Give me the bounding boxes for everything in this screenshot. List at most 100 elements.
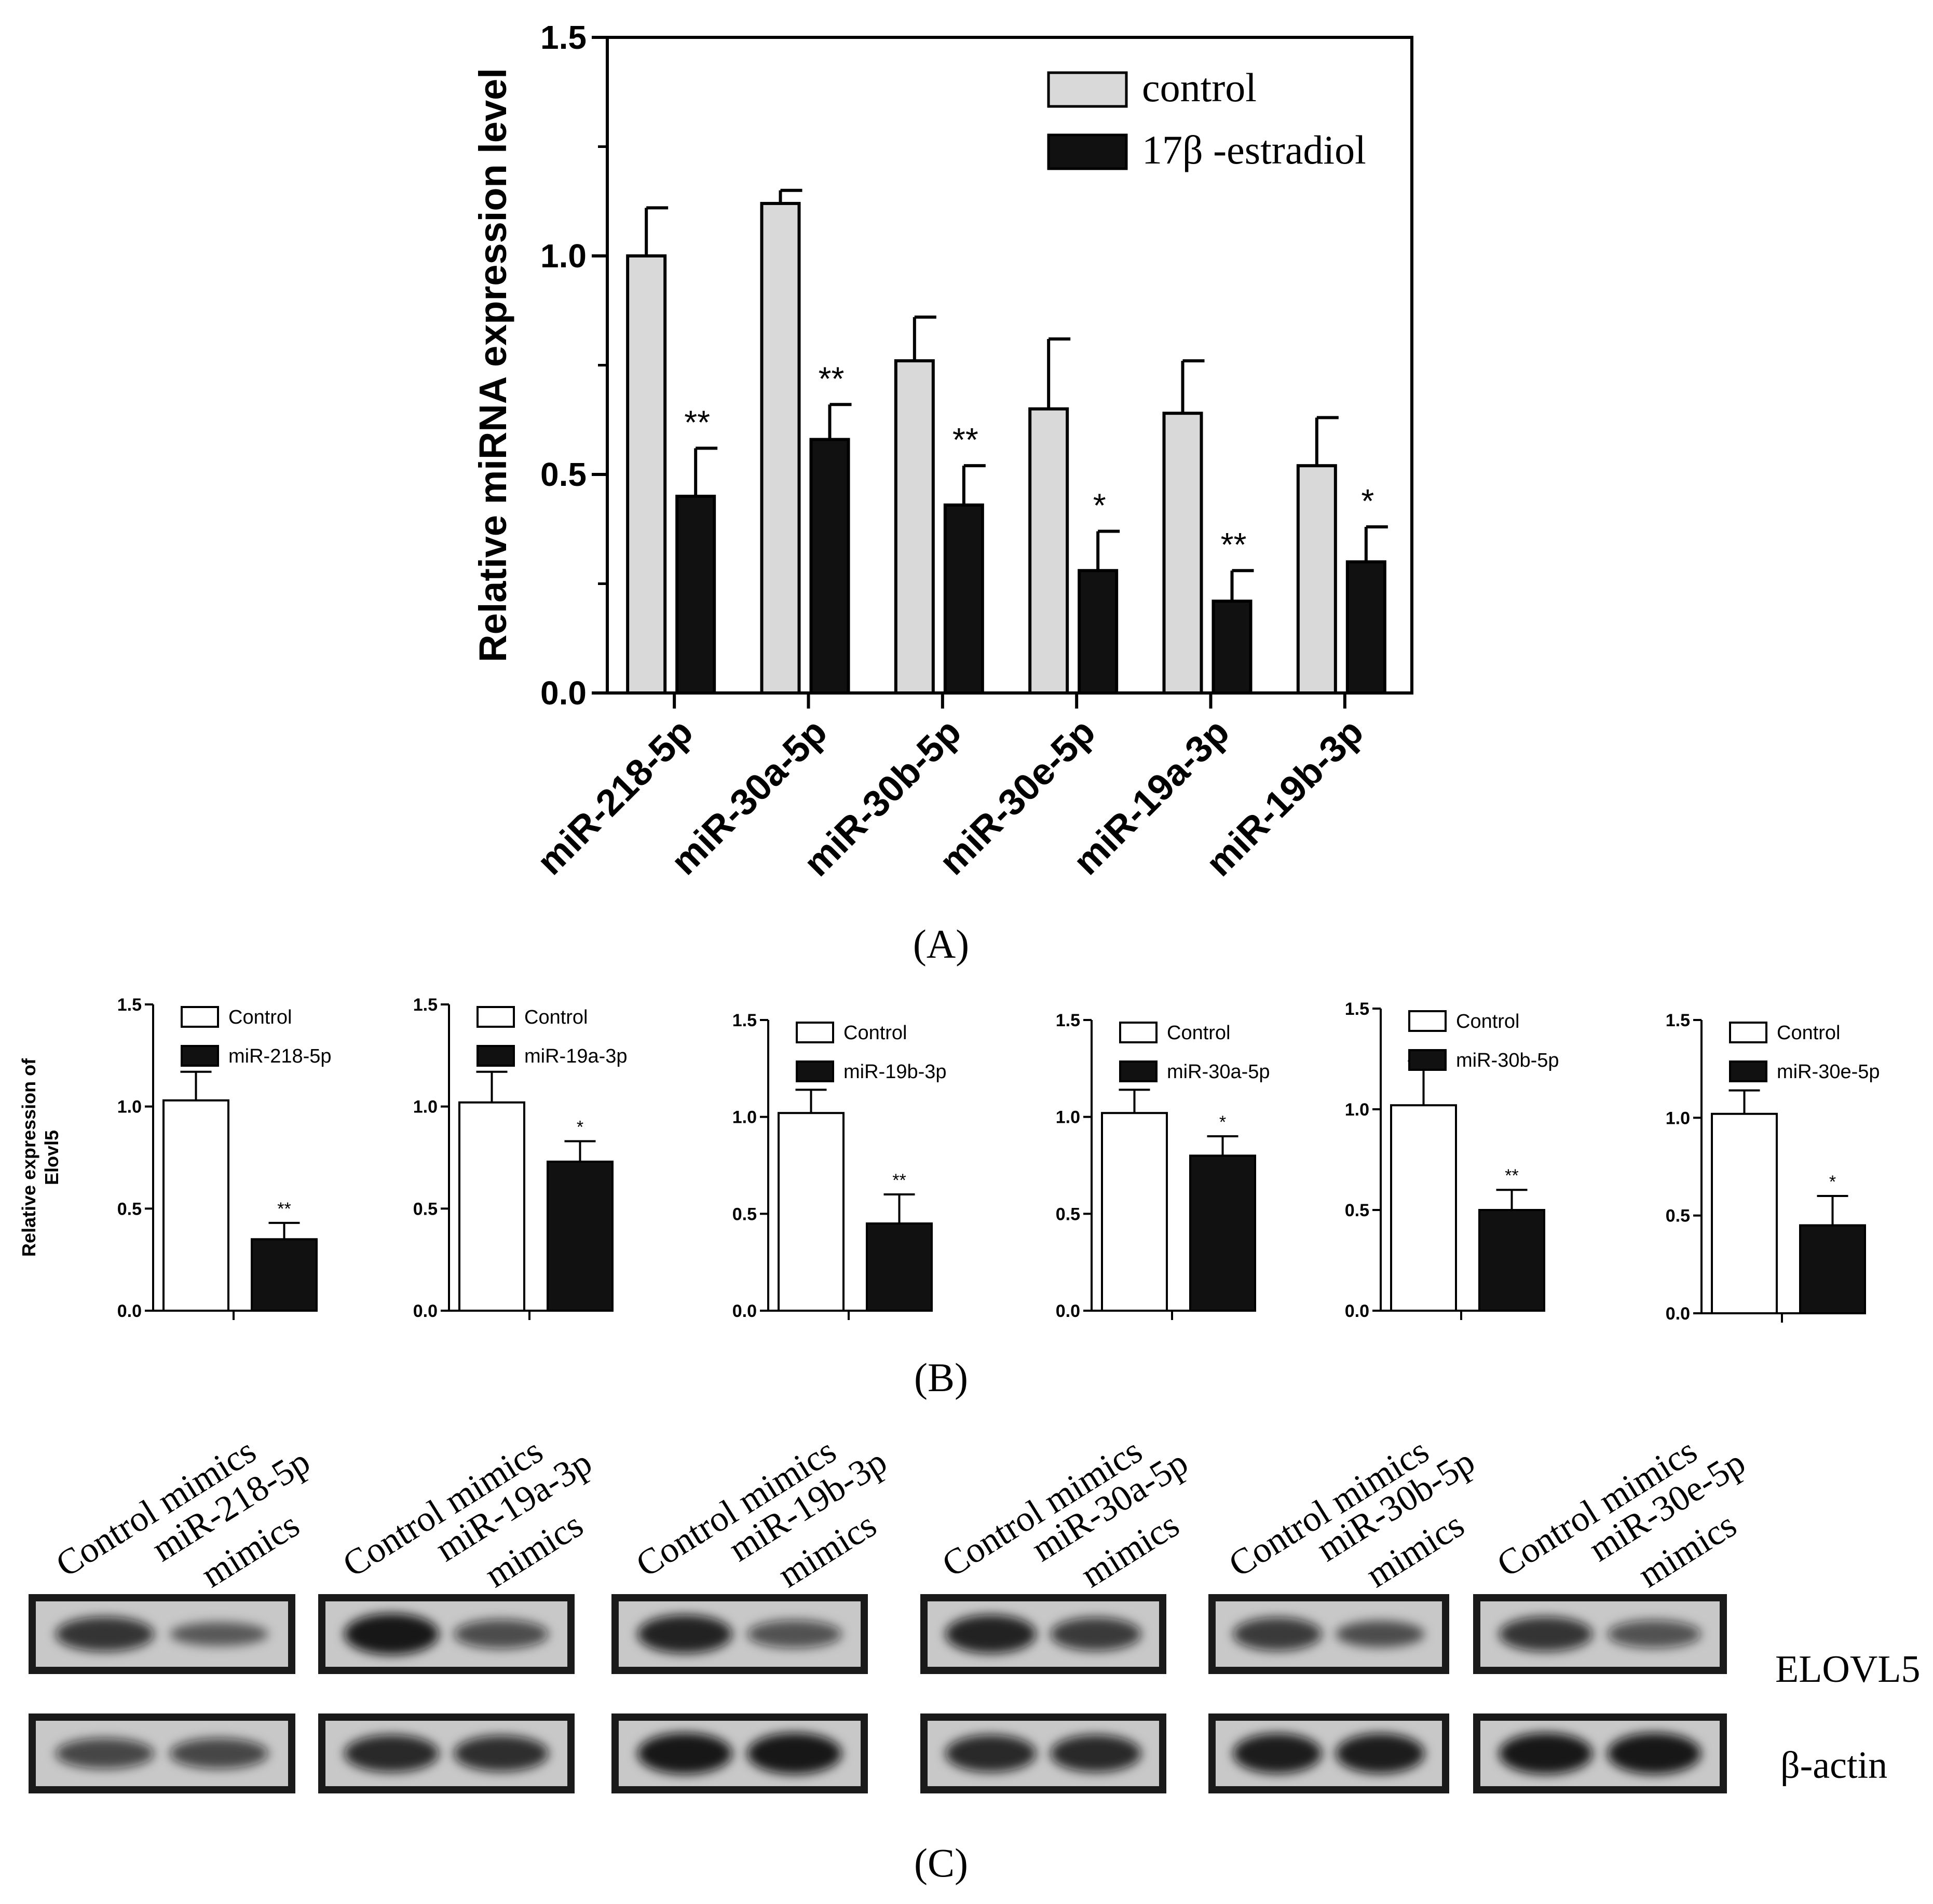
bar-control [1711, 1112, 1778, 1315]
significance-marker: * [1361, 482, 1374, 520]
band-elovl5 [1499, 1616, 1593, 1652]
band-actin [1607, 1733, 1701, 1774]
bar-mirna [251, 1238, 318, 1312]
y-tick-label: 1.5 [1666, 1011, 1690, 1030]
significance-marker: ** [952, 421, 978, 458]
legend-swatch [1119, 1060, 1158, 1082]
band-elovl5 [454, 1619, 549, 1649]
panel-label-a: (A) [913, 921, 969, 967]
band-elovl5 [56, 1616, 154, 1652]
panel-label-c: (C) [914, 1840, 968, 1885]
band-elovl5 [747, 1620, 842, 1648]
y-tick-label: 0.0 [1056, 1301, 1080, 1321]
legend-swatch [1729, 1022, 1767, 1043]
bar-control [458, 1101, 525, 1312]
significance-marker: ** [277, 1199, 291, 1219]
y-tick-label: 1.0 [732, 1108, 757, 1127]
bar-mirna [1189, 1154, 1256, 1312]
y-tick-label: 0.0 [540, 674, 587, 712]
significance-marker: ** [892, 1171, 906, 1190]
bar-mirna [866, 1222, 933, 1312]
y-axis-label-line: Relative expression of [18, 1058, 39, 1257]
y-tick-label: 1.0 [1666, 1108, 1690, 1128]
bar-treatment [1345, 560, 1386, 695]
y-tick-label: 1.5 [1345, 999, 1369, 1019]
band-actin [1233, 1733, 1322, 1774]
significance-marker: ** [819, 360, 845, 397]
panel-b-chart-3: 0.0 0.5 1.0 1.5 Control ** miR-19b-3p [732, 1011, 947, 1321]
legend-label: control [1142, 65, 1257, 110]
y-tick-label: 1.5 [117, 995, 142, 1015]
y-tick-label: 0.0 [1666, 1304, 1690, 1324]
legend-label: Control [524, 1007, 588, 1028]
legend-label: 17β -estradiol [1142, 127, 1366, 172]
row-label-elovl5: ELOVL5 [1775, 1648, 1921, 1691]
legend-swatch [1408, 1049, 1447, 1071]
legend-label: Control [1456, 1011, 1520, 1032]
bar-control [1028, 407, 1069, 695]
bar-control [894, 359, 935, 695]
significance-marker: * [1219, 1112, 1226, 1132]
significance-marker: ** [684, 403, 710, 441]
bar-control [760, 201, 801, 695]
y-tick-label: 0.5 [1345, 1201, 1369, 1220]
panel-b-chart-1: 0.0 0.5 1.0 1.5 Control ** miR-218-5p Relative … [18, 995, 332, 1321]
legend-label: miR-30b-5p [1456, 1050, 1559, 1071]
legend-label: miR-30a-5p [1167, 1061, 1270, 1083]
y-tick-label: 1.0 [1345, 1100, 1369, 1120]
band-elovl5 [637, 1614, 732, 1654]
significance-marker: * [1829, 1172, 1836, 1192]
y-tick-label: 0.5 [1666, 1206, 1690, 1226]
bar-treatment [1078, 569, 1119, 695]
y-tick-label: 0.5 [413, 1199, 438, 1219]
y-tick-label: 0.0 [732, 1301, 757, 1321]
bar-treatment [1211, 600, 1253, 695]
band-actin [344, 1734, 439, 1773]
legend-label: Control [1167, 1022, 1231, 1044]
panel-b-chart-5: 0.0 0.5 1.0 1.5 Control ** miR-30b-5p [1345, 999, 1559, 1321]
y-tick-label: 0.0 [1345, 1301, 1369, 1321]
band-elovl5 [170, 1622, 268, 1647]
band-elovl5 [1233, 1617, 1322, 1651]
panel-b-chart-2: 0.0 0.5 1.0 1.5 Control * miR-19a-3p [413, 995, 628, 1321]
legend-swatch [181, 1006, 219, 1028]
bar-mirna [1799, 1224, 1866, 1314]
panel-b-chart-6: 0.0 0.5 1.0 1.5 Control * miR-30e-5p [1666, 1011, 1880, 1324]
legend-label: miR-19a-3p [524, 1045, 628, 1067]
panel-a-chart: 0.0 0.5 1.0 1.5 Relative miRNA expression le… [471, 19, 1413, 967]
legend-swatch [796, 1060, 834, 1082]
bar-control [1296, 464, 1337, 695]
band-actin [637, 1733, 732, 1774]
y-tick-label: 0.5 [540, 456, 587, 493]
legend-label: miR-30e-5p [1777, 1061, 1880, 1083]
legend-swatch [796, 1022, 834, 1043]
bar-control [626, 254, 667, 695]
y-tick-label: 1.5 [1056, 1011, 1080, 1030]
significance-marker: ** [1505, 1166, 1518, 1186]
y-axis-label-line: Elovl5 [41, 1130, 62, 1185]
band-actin [170, 1738, 268, 1769]
band-actin [1499, 1733, 1593, 1774]
bar-control [1101, 1112, 1168, 1312]
bar-control [1162, 412, 1203, 695]
bar-mirna [1478, 1209, 1545, 1312]
band-elovl5 [1336, 1621, 1425, 1648]
legend-swatch [1047, 133, 1128, 170]
legend-swatch [1729, 1060, 1767, 1082]
bar-mirna [547, 1160, 614, 1312]
bar-treatment [675, 495, 716, 695]
band-actin [945, 1734, 1037, 1773]
bar-control [1390, 1104, 1457, 1312]
bar-treatment [809, 438, 850, 695]
y-tick-label: 1.5 [413, 995, 438, 1015]
band-elovl5 [1607, 1620, 1701, 1648]
band-elovl5 [1050, 1617, 1141, 1651]
panel-b-chart-4: 0.0 0.5 1.0 1.5 Control * miR-30a-5p [1056, 1011, 1270, 1321]
row-label-beta-actin: β-actin [1780, 1744, 1887, 1787]
band-actin [454, 1735, 549, 1772]
legend-label: miR-19b-3p [843, 1061, 947, 1083]
